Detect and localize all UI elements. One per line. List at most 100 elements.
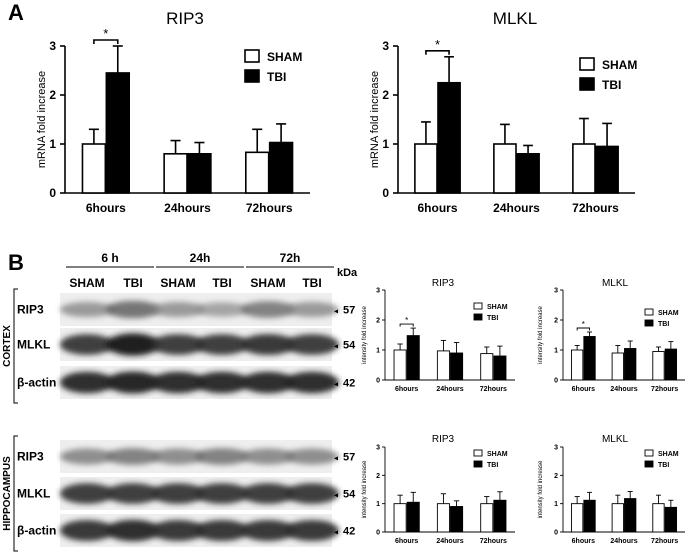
western-blot: 6 h 24h 72h SHAM TBI SHAM TBI SHAM TBI kDa CORTEX R… (2, 251, 358, 552)
bar-sham (611, 503, 624, 533)
bar-sham (611, 352, 624, 381)
significance-marker: * (405, 316, 408, 325)
x-tick-label: 24hours (164, 201, 211, 215)
legend-swatch-sham (644, 449, 654, 457)
legend-label: TBI (658, 321, 669, 328)
legend-label: SHAM (658, 310, 679, 317)
bar-tbi (450, 506, 464, 533)
marker-arrow-icon: ◂ (334, 342, 338, 351)
y-tick-label: 1 (376, 501, 380, 508)
significance-marker: * (435, 37, 440, 52)
lane-label: TBI (302, 276, 321, 290)
y-tick-label: 2 (554, 473, 558, 480)
bar-sham (81, 143, 107, 194)
blot-band (151, 371, 205, 394)
lane-label: SHAM (250, 276, 285, 290)
chart-a-mlkl: MLKL 0 1 2 3 mRNA fold increase 6hours 24hours 7… (369, 9, 637, 215)
bar-sham (245, 151, 270, 194)
blot-band (285, 483, 339, 504)
lane-label: SHAM (160, 276, 195, 290)
y-tick-label: 2 (376, 317, 380, 324)
blot-band (151, 448, 205, 465)
y-axis-label: intensity fold increase (538, 460, 544, 518)
y-tick-label: 0 (382, 186, 389, 200)
y-tick-label: 0 (554, 377, 558, 384)
bar-sham (652, 503, 665, 533)
y-axis-label: intensity fold increase (362, 460, 368, 518)
bar-tbi (406, 501, 420, 533)
legend-label: SHAM (658, 451, 679, 458)
x-tick-label: 72hours (480, 538, 507, 545)
bar-sham (393, 503, 407, 533)
y-tick-label: 3 (49, 39, 56, 53)
kda-value: 54 (343, 340, 356, 352)
bar-tbi (583, 499, 596, 533)
bar-tbi (664, 506, 678, 533)
legend-swatch-tbi (644, 460, 654, 468)
legend-label: TBI (602, 78, 621, 92)
protein-label: β-actin (17, 376, 56, 390)
blot-band (151, 483, 205, 504)
chart-title: MLKL (602, 278, 629, 289)
legend-label: TBI (267, 70, 286, 84)
blot-band (195, 334, 249, 355)
blot-band (151, 301, 205, 318)
blot-band (285, 448, 339, 465)
blot-band (60, 301, 114, 318)
kda-value: 57 (343, 305, 355, 317)
y-tick-label: 1 (376, 347, 380, 354)
y-tick-label: 0 (49, 186, 56, 200)
x-tick-label: 24hours (610, 538, 637, 545)
blot-band (195, 371, 249, 394)
chart-title: MLKL (493, 9, 537, 28)
blot-band (285, 334, 339, 355)
legend-swatch-sham (244, 49, 260, 63)
chart-layer: RIP3 0 1 2 3 mRNA fold increase 6hours 24hours 7… (36, 9, 685, 545)
blot-band (195, 519, 249, 542)
marker-arrow-icon: ◂ (334, 491, 338, 500)
bar-sham (652, 351, 665, 381)
legend-swatch-sham (473, 302, 483, 310)
protein-label: RIP3 (17, 303, 44, 317)
x-tick-label: 24hours (436, 386, 463, 393)
legend-swatch-tbi (473, 460, 483, 468)
lane-label: SHAM (69, 276, 104, 290)
blot-band (106, 371, 160, 394)
marker-arrow-icon: ◂ (334, 454, 338, 463)
y-tick-label: 3 (554, 287, 558, 294)
significance-bracket (576, 327, 590, 331)
y-axis-label: mRNA fold increase (369, 71, 381, 168)
legend: SHAM TBI (644, 449, 679, 469)
legend-swatch-tbi (579, 77, 595, 91)
bar-tbi (493, 355, 507, 381)
blot-band (60, 519, 114, 542)
blot-strip: MLKL ◂ 54 (17, 328, 356, 361)
legend-swatch-tbi (644, 319, 654, 327)
blot-band (241, 371, 295, 394)
protein-label: β-actin (17, 524, 56, 538)
blot-band (241, 333, 295, 356)
legend: SHAM TBI (244, 49, 302, 84)
blot-band (60, 371, 114, 394)
y-tick-label: 1 (49, 137, 56, 151)
blot-region-hippocampus: HIPPOCAMPUS RIP3 ◂ 57 MLKL ◂ 54 β-actin ◂ 42 (2, 435, 356, 552)
x-tick-label: 6hours (572, 538, 595, 545)
blot-band (241, 301, 295, 318)
bar-sham (570, 503, 584, 533)
y-tick-label: 1 (382, 137, 389, 151)
x-tick-label: 24hours (610, 386, 637, 393)
legend-label: SHAM (487, 451, 508, 458)
timepoint-label: 6 h (101, 251, 118, 265)
significance-marker: * (582, 320, 585, 329)
bar-sham (480, 503, 494, 533)
blot-band (106, 519, 160, 542)
bar-tbi (187, 153, 212, 194)
blot-band (151, 519, 205, 542)
y-tick-label: 0 (376, 377, 380, 384)
blot-strip: RIP3 ◂ 57 (17, 440, 355, 473)
bar-sham (436, 350, 450, 381)
blot-region-cortex: CORTEX RIP3 ◂ 57 MLKL ◂ 54 β-actin ◂ 42 (2, 288, 356, 404)
bar-sham (570, 349, 584, 381)
x-tick-label: 72hours (651, 538, 678, 545)
y-tick-label: 0 (554, 529, 558, 536)
